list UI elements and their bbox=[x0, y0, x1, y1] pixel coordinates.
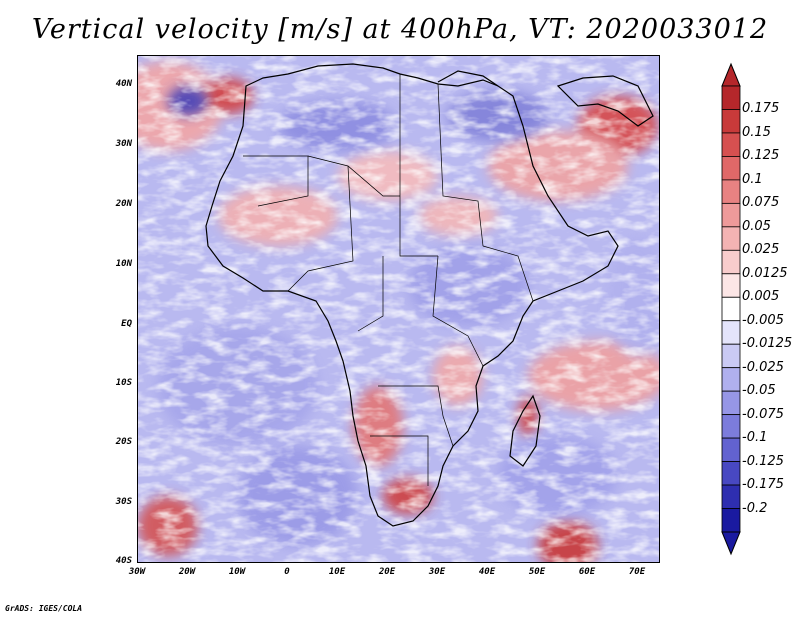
colorbar bbox=[721, 62, 741, 556]
colorbar-tick-label: 0.15 bbox=[742, 124, 771, 140]
colorbar-tick-label: -0.005 bbox=[742, 312, 784, 328]
colorbar-swatch bbox=[721, 249, 741, 275]
colorbar-swatch bbox=[721, 296, 741, 322]
map-plot-area bbox=[137, 55, 660, 563]
colorbar-swatch bbox=[721, 484, 741, 509]
colorbar-swatch bbox=[721, 343, 741, 369]
colorbar-tick-label: -0.0125 bbox=[742, 336, 793, 352]
lat-tick-label: 10N bbox=[115, 259, 132, 269]
texture-overlay bbox=[138, 56, 659, 562]
map-title: Vertical velocity [m/s] at 400hPa, VT: 2… bbox=[31, 14, 769, 45]
lat-tick-label: 40N bbox=[115, 79, 132, 89]
lon-tick-label: 20W bbox=[178, 567, 196, 577]
lat-tick-label: EQ bbox=[121, 319, 132, 329]
lat-tick-label: 20N bbox=[115, 199, 132, 209]
colorbar-tick-label: -0.175 bbox=[742, 477, 784, 493]
lon-tick-label: 30W bbox=[128, 567, 146, 577]
colorbar-min-arrow bbox=[721, 531, 741, 556]
lon-tick-label: 10W bbox=[228, 567, 246, 577]
lon-tick-label: 70E bbox=[628, 567, 646, 577]
colorbar-swatch bbox=[721, 109, 741, 134]
colorbar-swatch bbox=[721, 390, 741, 416]
colorbar-swatch bbox=[721, 414, 741, 439]
colorbar-tick-label: 0.125 bbox=[742, 148, 780, 164]
colorbar-swatch bbox=[721, 508, 741, 533]
colorbar-tick-label: 0.05 bbox=[742, 218, 771, 234]
lat-tick-label: 20S bbox=[115, 437, 132, 447]
lat-tick-label: 30N bbox=[115, 139, 132, 149]
colorbar-tick-label: 0.005 bbox=[742, 289, 780, 305]
colorbar-swatch bbox=[721, 461, 741, 486]
colorbar-tick-label: 0.025 bbox=[742, 242, 780, 258]
colorbar-swatch bbox=[721, 202, 741, 228]
colorbar-tick-label: -0.025 bbox=[742, 359, 784, 375]
colorbar-tick-label: -0.1 bbox=[742, 430, 768, 446]
colorbar-swatch bbox=[721, 85, 741, 110]
colorbar-swatch bbox=[721, 320, 741, 345]
lon-tick-label: 50E bbox=[528, 567, 546, 577]
lat-tick-label: 10S bbox=[115, 378, 132, 388]
colorbar-tick-label: 0.175 bbox=[742, 101, 780, 117]
lat-tick-label: 40S bbox=[115, 556, 132, 566]
colorbar-swatch bbox=[721, 156, 741, 181]
colorbar-swatch bbox=[721, 437, 741, 462]
lon-tick-label: 30E bbox=[428, 567, 446, 577]
lon-tick-label: 10E bbox=[328, 567, 346, 577]
colorbar-tick-label: 0.075 bbox=[742, 195, 780, 211]
colorbar-tick-label: -0.125 bbox=[742, 453, 784, 469]
colorbar-tick-label: -0.075 bbox=[742, 406, 784, 422]
lon-tick-label: 20E bbox=[378, 567, 396, 577]
colorbar-tick-label: -0.05 bbox=[742, 383, 776, 399]
colorbar-max-arrow bbox=[721, 62, 741, 87]
lat-tick-label: 30S bbox=[115, 497, 132, 507]
coastlines bbox=[205, 63, 654, 527]
colorbar-swatch bbox=[721, 179, 741, 204]
colorbar-swatch bbox=[721, 132, 741, 157]
colorbar-swatch bbox=[721, 273, 741, 298]
country-borders bbox=[243, 74, 534, 486]
colorbar-tick-label: -0.2 bbox=[742, 500, 768, 516]
colorbar-swatch bbox=[721, 226, 741, 251]
credit-footer: GrADS: IGES/COLA bbox=[5, 604, 83, 613]
colorbar-swatch bbox=[721, 367, 741, 392]
lon-tick-label: 40E bbox=[478, 567, 496, 577]
lon-tick-label: 0 bbox=[284, 567, 290, 577]
field-map bbox=[138, 56, 659, 562]
lon-tick-label: 60E bbox=[578, 567, 596, 577]
colorbar-tick-label: 0.0125 bbox=[742, 265, 788, 281]
colorbar-tick-label: 0.1 bbox=[742, 171, 763, 187]
